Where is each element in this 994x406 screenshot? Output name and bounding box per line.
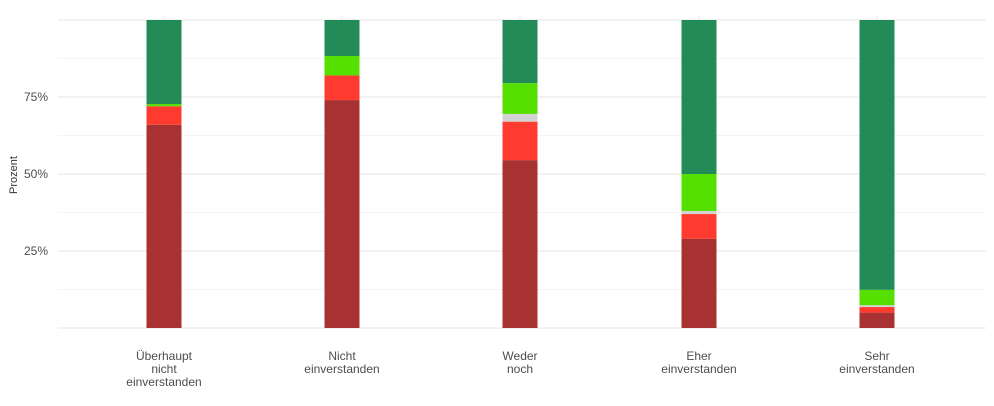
bar-segment [146,124,182,328]
bar-segment [502,83,538,114]
bar-segment [502,20,538,84]
x-axis-ticks: Überhaupt nicht einverstanden Nicht einverst… [126,349,914,389]
bar-segment [502,160,538,328]
y-tick-label: 50% [24,167,48,181]
bar-segment [324,56,360,76]
bar-segment [502,121,538,161]
x-tick-label: Weder noch [502,349,537,376]
y-axis-label: Prozent [8,156,20,194]
bar-segment [681,238,717,328]
y-tick-label: 25% [24,244,48,258]
bar-segment [681,174,717,211]
bars [146,20,895,328]
bar-segment [859,312,895,328]
bar-segment [324,20,360,57]
bar-segment [859,307,895,313]
x-tick-label: Nicht einverstanden [304,349,379,376]
bar-segment [681,210,717,215]
x-tick-label: Überhaupt nicht einverstanden [126,349,201,389]
x-tick-label: Eher einverstanden [661,349,736,376]
x-tick-label: Sehr einverstanden [839,349,914,376]
bar-segment [146,104,182,107]
bar-segment [502,113,538,122]
bar-segment [681,20,717,174]
y-axis-ticks: 25% 50% 75% [24,90,48,258]
bar-segment [324,100,360,328]
bar-segment [324,75,360,101]
bar-segment [859,305,895,308]
y-tick-label: 75% [24,90,48,104]
bar-segment [146,106,182,125]
bar-segment [859,20,895,290]
bar-segment [681,214,717,239]
bar-segment [146,20,182,105]
bar-segment [859,289,895,306]
